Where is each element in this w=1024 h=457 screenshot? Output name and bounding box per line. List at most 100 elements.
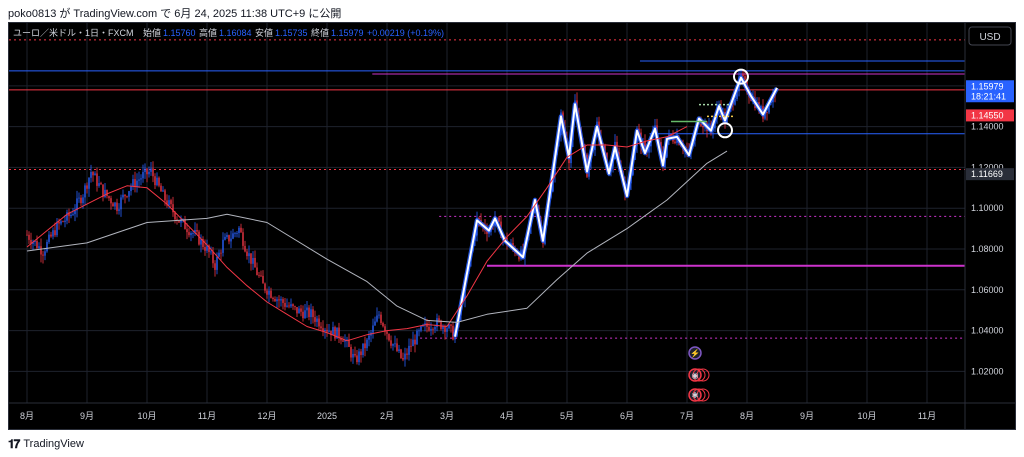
candle-body <box>346 339 348 341</box>
candle-body <box>42 254 44 256</box>
candle-body <box>116 202 118 211</box>
candle-body <box>416 330 418 345</box>
price-chart[interactable]: ⚡◉✱ 1.020001.040001.060001.080001.100001… <box>9 23 1015 429</box>
candle-body <box>262 275 264 284</box>
candle-body <box>386 331 388 334</box>
candle-body <box>340 338 342 341</box>
candle-body <box>350 346 352 358</box>
candle-body <box>380 314 382 323</box>
candle-body <box>40 246 42 255</box>
candle-body <box>264 283 266 291</box>
candle-body <box>118 209 120 211</box>
candle-body <box>66 212 68 221</box>
candle-body <box>320 326 322 329</box>
candle-body <box>154 176 156 186</box>
candle-body <box>452 325 454 340</box>
time-axis[interactable]: 8月 9月 10月 11月 12月 2025 2月 3月 4月 5月 6月 7月 8月 9月 10月 11月 <box>20 411 936 421</box>
us-flag-icon-glyph: ✱ <box>692 391 699 400</box>
candle-body <box>238 227 240 233</box>
currency-button-label[interactable]: USD <box>979 32 1000 43</box>
candle-body <box>342 340 344 342</box>
candle-body <box>388 333 390 341</box>
candle-body <box>700 123 702 126</box>
time-tick-label: 7月 <box>680 411 694 421</box>
candle-body <box>224 236 226 240</box>
candle-body <box>298 308 300 314</box>
candle-body <box>518 254 520 260</box>
candle-body <box>152 168 154 177</box>
candle-body <box>498 217 500 222</box>
candle-body <box>210 251 212 253</box>
candle-body <box>230 238 232 242</box>
candle-body <box>254 257 256 268</box>
candle-body <box>258 275 260 276</box>
candle-body <box>164 190 166 201</box>
candle-body <box>304 310 306 319</box>
candle-body <box>674 141 676 144</box>
candle-body <box>412 339 414 347</box>
candle-body <box>34 240 36 242</box>
candle-body <box>94 173 96 176</box>
candle-body <box>274 298 276 302</box>
chart-frame[interactable]: ⚡ ◉ ✱ 1.02000 1.04000 1.06000 1.08000 1.10000 1… <box>8 22 1016 430</box>
candle-body <box>104 189 106 198</box>
candle-body <box>220 252 222 254</box>
currency-button[interactable]: USD <box>968 26 1012 46</box>
time-tick-label: 2025 <box>317 411 337 421</box>
candle-body <box>398 349 400 351</box>
candle-body <box>300 308 302 312</box>
candle-body <box>144 168 146 173</box>
price-trace-line <box>454 76 778 337</box>
candle-body <box>98 183 100 186</box>
candle-body <box>180 219 182 223</box>
candle-body <box>198 231 200 245</box>
time-tick-label: 10月 <box>137 411 156 421</box>
candle-body <box>270 290 272 298</box>
candle-body <box>120 197 122 210</box>
candle-body <box>82 197 84 204</box>
candle-body <box>318 318 320 327</box>
candle-body <box>394 343 396 345</box>
candle-body <box>332 327 334 336</box>
candle-body <box>278 299 280 301</box>
candle-body <box>454 335 456 340</box>
candle-body <box>200 239 202 245</box>
candle-body <box>140 178 142 180</box>
price-tick-label: 1.08000 <box>971 244 1004 254</box>
price-axis[interactable]: 1.02000 1.04000 1.06000 1.08000 1.10000 1.120… <box>966 80 1014 376</box>
candle-body <box>186 229 188 233</box>
globe-flag-icon-stack <box>692 368 706 382</box>
candle-body <box>348 339 350 347</box>
candle-body <box>196 229 198 232</box>
candle-body <box>310 309 312 318</box>
candle-body <box>158 177 160 186</box>
price-tick-label: 1.14000 <box>971 122 1004 132</box>
annotations: ⚡ ◉ ✱ <box>671 68 749 402</box>
candle-body <box>112 203 114 207</box>
candle-body <box>356 355 358 363</box>
grid <box>9 23 965 403</box>
candle-body <box>126 196 128 198</box>
time-tick-label: 12月 <box>257 411 276 421</box>
candle-body <box>306 307 308 311</box>
candle-body <box>124 194 126 197</box>
candle-body <box>142 172 144 179</box>
candle-body <box>26 234 28 236</box>
candle-body <box>418 330 420 332</box>
candle-body <box>396 343 398 351</box>
time-tick-label: 2月 <box>380 411 394 421</box>
candle-body <box>448 324 450 329</box>
legend-close-value: 1.15979 <box>331 28 364 38</box>
candle-body <box>268 290 270 295</box>
candle-body <box>162 190 164 192</box>
legend-close-label: 終値 <box>311 27 329 38</box>
candle-body <box>148 171 150 175</box>
candle-body <box>478 217 480 220</box>
candle-body <box>282 299 284 303</box>
candle-body <box>242 232 244 246</box>
candle-body <box>276 299 278 302</box>
candle-body <box>226 235 228 237</box>
candle-body <box>136 180 138 188</box>
legend-open-value: 1.15760 <box>163 28 196 38</box>
candle-body <box>328 330 330 332</box>
